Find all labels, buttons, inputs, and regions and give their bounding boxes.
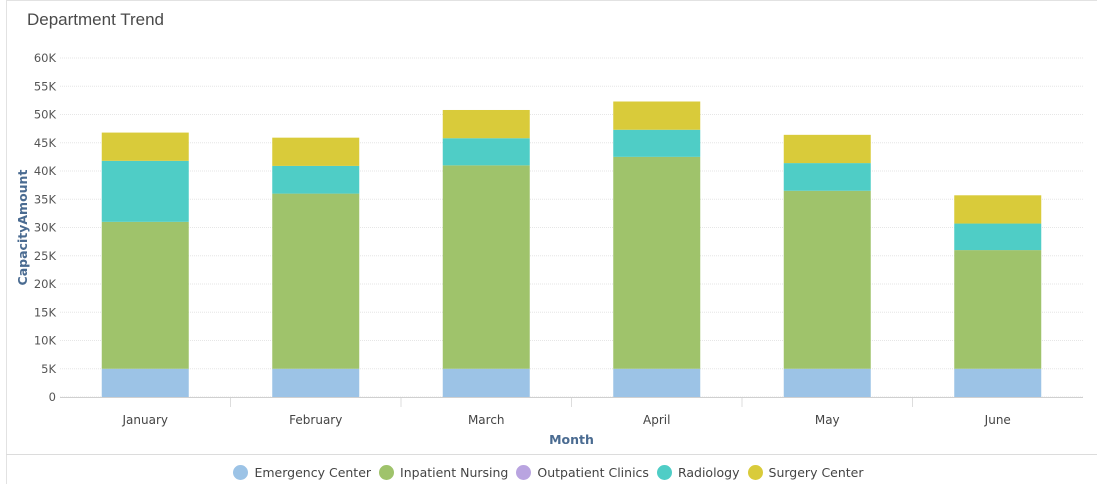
bar-segment-emergency-center <box>783 368 871 397</box>
y-tick-label: 35K <box>34 192 57 206</box>
y-tick-label: 0 <box>49 390 56 404</box>
x-axis-title: Month <box>549 432 594 447</box>
bar-segment-surgery-center <box>101 132 189 161</box>
bar-segment-surgery-center <box>613 101 701 130</box>
legend-item[interactable]: Radiology <box>656 464 740 480</box>
bar-segment-surgery-center <box>442 109 530 139</box>
legend-divider <box>6 454 1097 455</box>
x-tick-label: February <box>289 413 342 427</box>
legend-swatch <box>516 464 532 480</box>
x-tick-label: March <box>468 413 505 427</box>
bar-segment-radiology <box>272 165 360 194</box>
x-tick-label: January <box>122 413 169 427</box>
y-tick-label: 40K <box>34 164 57 178</box>
chart-legend: Emergency Center Inpatient Nursing Outpati… <box>0 460 1097 484</box>
bar-segment-inpatient-nursing <box>783 190 871 369</box>
bar-segment-radiology <box>783 163 871 191</box>
bar-segment-surgery-center <box>783 134 871 164</box>
bar-segment-emergency-center <box>954 368 1042 397</box>
bar-segment-emergency-center <box>442 368 530 397</box>
bar-segment-inpatient-nursing <box>101 221 189 369</box>
legend-label: Surgery Center <box>768 464 864 480</box>
chart-panel <box>6 0 1097 484</box>
y-tick-label: 5K <box>41 362 56 376</box>
legend-label: Outpatient Clinics <box>537 464 649 480</box>
legend-label: Emergency Center <box>254 464 372 480</box>
y-tick-label: 15K <box>34 305 57 319</box>
bar-segment-surgery-center <box>954 195 1042 224</box>
x-tick-label: April <box>643 413 670 427</box>
bar-segment-radiology <box>101 160 189 222</box>
bar-segment-emergency-center <box>101 368 189 397</box>
bar-segment-inpatient-nursing <box>613 156 701 369</box>
bar-segment-inpatient-nursing <box>272 193 360 369</box>
legend-swatch <box>747 464 763 480</box>
y-axis-title: CapacityAmount <box>15 170 30 286</box>
y-tick-label: 20K <box>34 277 57 291</box>
legend-swatch <box>379 464 395 480</box>
y-tick-label: 10K <box>34 334 57 348</box>
legend-item[interactable]: Outpatient Clinics <box>516 464 649 480</box>
legend-item[interactable]: Emergency Center <box>233 464 372 480</box>
legend-swatch <box>233 464 249 480</box>
y-tick-label: 50K <box>34 108 57 122</box>
y-tick-label: 30K <box>34 221 57 235</box>
bar-segment-radiology <box>954 223 1042 251</box>
bar-segment-inpatient-nursing <box>442 165 530 369</box>
chart-area: 0 5K 10K 15K 20K 25K 30K 35K 40K 45K 50K 55K 60K Janu… <box>15 51 1083 447</box>
y-tick-label: 45K <box>34 136 57 150</box>
chart-title: Department Trend <box>27 10 165 29</box>
legend-label: Radiology <box>677 464 740 480</box>
x-tick-label: June <box>984 413 1011 427</box>
legend-label: Inpatient Nursing <box>400 464 509 480</box>
y-tick-label: 25K <box>34 249 57 263</box>
x-tick-label: May <box>815 413 840 427</box>
y-tick-label: 55K <box>34 79 57 93</box>
legend-swatch <box>656 464 672 480</box>
y-tick-label: 60K <box>34 51 57 65</box>
legend-item[interactable]: Surgery Center <box>747 464 864 480</box>
bar-segment-emergency-center <box>272 368 360 397</box>
bar-segment-surgery-center <box>272 137 360 166</box>
bar-segment-radiology <box>613 129 701 157</box>
bar-segment-inpatient-nursing <box>954 250 1042 369</box>
bar-segment-radiology <box>442 138 530 166</box>
legend-item[interactable]: Inpatient Nursing <box>379 464 509 480</box>
bar-segment-emergency-center <box>613 368 701 397</box>
